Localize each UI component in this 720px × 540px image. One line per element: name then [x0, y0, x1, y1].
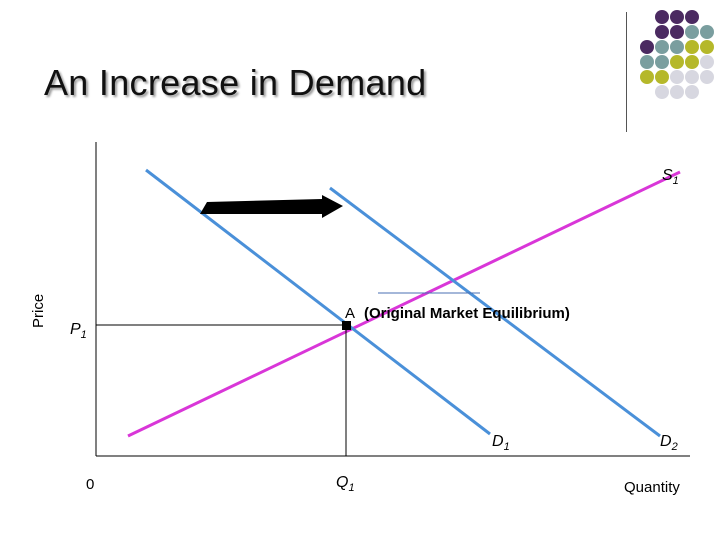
decorative-dot [670, 55, 684, 69]
point-a-label: A [345, 305, 355, 322]
origin-label: 0 [86, 476, 94, 493]
equilibrium-point-a [342, 321, 351, 330]
slide-title: An Increase in Demand [44, 62, 427, 103]
price-label: P1 [70, 321, 87, 341]
decorative-dot [655, 70, 669, 84]
quantity-label: Q1 [336, 474, 355, 494]
decorative-dot [655, 40, 669, 54]
supply-label: S1 [662, 167, 679, 187]
demand-shift-arrow [200, 195, 343, 218]
decorative-dot [685, 55, 699, 69]
decorative-dot [685, 40, 699, 54]
decorative-divider [626, 12, 627, 132]
demand2-label: D2 [660, 433, 678, 453]
decorative-dot [685, 85, 699, 99]
decorative-dot [640, 55, 654, 69]
quantity-label-main: Q [336, 474, 348, 491]
decorative-dot [700, 40, 714, 54]
decorative-dot [655, 25, 669, 39]
demand1-label-main: D [492, 433, 504, 450]
x-axis-label: Quantity [624, 479, 680, 496]
supply-curve-s1 [127, 170, 681, 438]
decorative-dot [655, 85, 669, 99]
supply-label-sub: 1 [673, 175, 679, 187]
decorative-dot [640, 40, 654, 54]
demand1-label: D1 [492, 433, 510, 453]
demand2-label-main: D [660, 433, 672, 450]
decorative-dot [655, 55, 669, 69]
decorative-dot [670, 40, 684, 54]
decorative-dot [700, 25, 714, 39]
decorative-dot [655, 10, 669, 24]
supply-label-main: S [662, 167, 673, 184]
price-label-sub: 1 [81, 329, 87, 341]
point-a-note: (Original Market Equilibrium) [364, 305, 570, 322]
price-label-main: P [70, 321, 81, 338]
decorative-dot [670, 10, 684, 24]
decorative-dot [670, 70, 684, 84]
decorative-dot [640, 70, 654, 84]
demand1-label-sub: 1 [504, 441, 510, 453]
decorative-dot [685, 25, 699, 39]
decorative-dot [685, 10, 699, 24]
decorative-dot [685, 70, 699, 84]
demand-curve-d2 [329, 186, 661, 438]
quantity-label-sub: 1 [348, 482, 354, 494]
decorative-dot [670, 85, 684, 99]
decorative-dot [700, 55, 714, 69]
y-axis-label: Price [30, 294, 47, 328]
demand2-label-sub: 2 [671, 441, 678, 453]
decorative-dot [670, 25, 684, 39]
decorative-dot [700, 70, 714, 84]
